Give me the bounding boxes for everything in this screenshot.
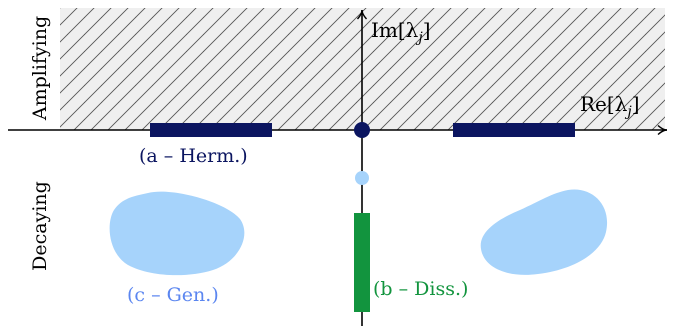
general-label: (c – Gen.) [127, 284, 219, 306]
general-point-on-axis [355, 171, 369, 185]
amplifying-label: Amplifying [29, 16, 51, 121]
imaginary-axis-label: Im[λj] [371, 18, 431, 46]
hermitian-label: (a – Herm.) [139, 145, 248, 167]
hermitian-band-left [150, 123, 272, 137]
general-blob-right [480, 189, 608, 275]
hermitian-band-right [453, 123, 575, 137]
hermitian-origin-point [354, 122, 370, 138]
general-blob-left [109, 191, 245, 276]
dissipative-label: (b – Diss.) [373, 278, 468, 300]
decaying-label: Decaying [29, 181, 51, 271]
dissipative-band [354, 213, 370, 312]
real-axis-label: Re[λj] [580, 92, 640, 120]
